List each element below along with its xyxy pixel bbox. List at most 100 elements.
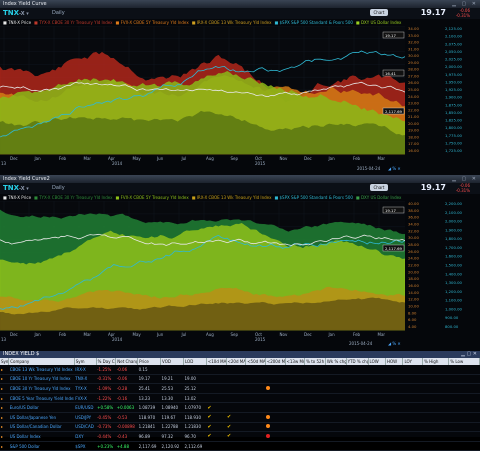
column-header[interactable]: <200d MA [265,358,286,365]
symbol-field[interactable]: TNX-X ▾ [3,184,29,192]
table-row[interactable]: ▸ CBOE 5 Year Treasury Yield Index FVX-X -1… [0,393,480,404]
table-cell [183,365,207,375]
legend-item[interactable]: ■ IRX-X CBOE 13 Wk Treasury Yld Index [191,195,272,200]
legend-item[interactable]: ■ TNX-X Price [3,195,32,200]
table-row[interactable]: ▸ US Dollar/Canadian Dollar USD/CAD -0.73% -… [0,422,480,433]
y-tick-label: 18.00 [408,134,419,139]
legend-item[interactable]: ■ FVX-X CBOE 5Y Treasury Yld Index [115,20,189,25]
table-cell: USD/CAD [74,422,97,433]
legend-item[interactable]: ■ FVX-X CBOE 5Y Treasury Yld Index [115,195,189,200]
window-controls-icon[interactable]: ▁ ▢ ✕ [452,1,478,7]
column-header[interactable]: <50d MA [245,358,266,365]
table-cell: -1.09% [96,383,116,394]
table-cell: +0.0063 [115,402,138,413]
column-header[interactable]: Sym [0,358,10,365]
column-header[interactable]: Sym [74,358,97,365]
column-header[interactable]: LOW [368,358,386,365]
check-icon: ✔ [227,433,232,440]
legend-item[interactable]: ■ DXY US Dollar Index [355,20,402,25]
period-selector[interactable]: Daily [52,10,65,16]
column-header[interactable]: <13w MA [285,358,306,365]
table-cell [245,422,266,433]
y-tick-label-secondary: 2,000.00 [445,64,462,69]
y-tick-label: 4.00 [408,324,417,329]
table-row[interactable]: ▸ US Dollar Index DXY -0.44% -0.43 96.89 97.32… [0,431,480,442]
legend-item[interactable]: ■ TYX-X CBOE 30 Yr Treasury Yld Index [34,195,113,200]
chart-legend: ■ TNX-X Price ■ TYX-X CBOE 30 Yr Treasury… [0,19,405,26]
zoom-icon[interactable]: ◢ % ✕ [388,341,401,346]
table-cell [422,383,449,394]
table-cell [285,365,305,375]
table-cell [368,431,386,442]
x-tick-label: Nov [280,332,288,337]
table-body: ▸ CBOE 13 Wk Treasury Yld Index IRX-X -1.25… [0,365,480,451]
x-tick-label: Oct [255,332,262,337]
table-cell [265,412,285,423]
table-cell [245,441,266,451]
table-cell: 19.00 [183,374,207,385]
window-controls-icon[interactable]: ▁ ▢ ✕ [452,176,478,182]
period-selector[interactable]: Daily [52,185,65,191]
table-row[interactable]: ▸ US Dollar/Japanese Yen USD/JPY -0.45% -0.5… [0,412,480,423]
table-cell: TYX-X [74,383,97,394]
table-cell [368,374,386,385]
legend-item[interactable]: ■ DXY US Dollar Index [355,195,402,200]
column-header[interactable]: HOW [385,358,404,365]
column-header[interactable]: Price [137,358,162,365]
table-cell [402,431,423,442]
column-header[interactable]: % High [422,358,450,365]
y-tick-label: 34.00 [408,26,419,31]
table-cell [160,365,184,375]
column-header[interactable]: Wk % chg [325,358,347,365]
legend-item[interactable]: ■ IRX-X CBOE 13 Wk Treasury Yld Index [191,20,272,25]
table-row[interactable]: ▸ S&P 500 Dollar $SPX +0.23% +4.88 2,117.69 2,… [0,441,480,451]
table-cell: CBOE 30 Yr Treasury Yld Index [8,383,75,394]
chart-badge[interactable]: Chart [370,9,388,16]
window-controls-icon[interactable]: ▁ ▢ ✕ [461,351,477,357]
price-flag-label: 2,117.69 [385,109,402,114]
table-cell: 2,117.69 [137,441,161,451]
yield-chart-1[interactable]: Dec Jan Feb Mar Apr May Jun Jul Aug Sep Oct Nov Dec J… [0,26,480,166]
yield-chart-2[interactable]: Dec Jan Feb Mar Apr May Jun Jul Aug Sep Oct Nov Dec J… [0,201,480,342]
table-cell: ✔ [226,422,246,433]
table-row[interactable]: ▸ CBOE 13 Wk Treasury Yld Index IRX-X -1.25… [0,365,480,375]
y-tick-label: 25.00 [408,87,419,92]
legend-item[interactable]: ■ $SPX S&P 500 Standard & Poors 500 [274,195,353,200]
table-row[interactable]: ▸ CBOE 30 Yr Treasury Yld Index TYX-X -1.09… [0,383,480,394]
legend-item[interactable]: ■ TNX-X Price [3,20,32,25]
check-icon: ✔ [227,414,232,421]
table-row[interactable]: ▸ Euro/US Dollar EUR/USD +0.58% +0.0063 1.087… [0,402,480,413]
column-header[interactable]: YTD % chg [346,358,369,365]
watchlist-titlebar[interactable]: INDEX YIELD $ ▁ ▢ ✕ [0,351,480,358]
column-header[interactable]: % Day Chg [96,358,117,365]
y-tick-label-secondary: 1,775.00 [445,133,462,138]
column-header[interactable]: <20d MA [226,358,247,365]
column-header[interactable]: LOY [402,358,424,365]
table-cell: ▸ [0,402,9,413]
table-cell [368,441,386,451]
table-cell [285,374,305,385]
legend-item[interactable]: ■ $SPX S&P 500 Standard & Poors 500 [274,20,353,25]
chart-badge[interactable]: Chart [370,184,388,191]
table-row[interactable]: ▸ CBOE 10 Yr Treasury Yld Index TNX-X -0.31… [0,374,480,385]
column-header[interactable]: Company [8,358,75,365]
symbol-field[interactable]: TNX-X ▾ [3,9,29,17]
column-header[interactable]: <10d MA [206,358,227,365]
column-header[interactable]: % Low [448,358,480,365]
table-cell [325,383,347,394]
column-header[interactable]: Net Change [115,358,139,365]
column-header[interactable]: LOD [183,358,207,365]
column-header[interactable]: % to 52h [304,358,326,365]
table-cell [245,374,266,385]
table-cell [245,412,266,423]
y-tick-label: 20.00 [408,269,419,274]
legend-item[interactable]: ■ TYX-X CBOE 30 Yr Treasury Yld Index [34,20,113,25]
zoom-icon[interactable]: ◢ % ✕ [388,166,401,171]
y-tick-label: 30.00 [408,53,419,58]
column-header[interactable]: VOD [160,358,184,365]
check-icon: ✔ [227,423,232,430]
table-cell [206,383,227,394]
table-cell [402,441,423,451]
table-cell [325,422,347,433]
table-cell [448,422,480,433]
